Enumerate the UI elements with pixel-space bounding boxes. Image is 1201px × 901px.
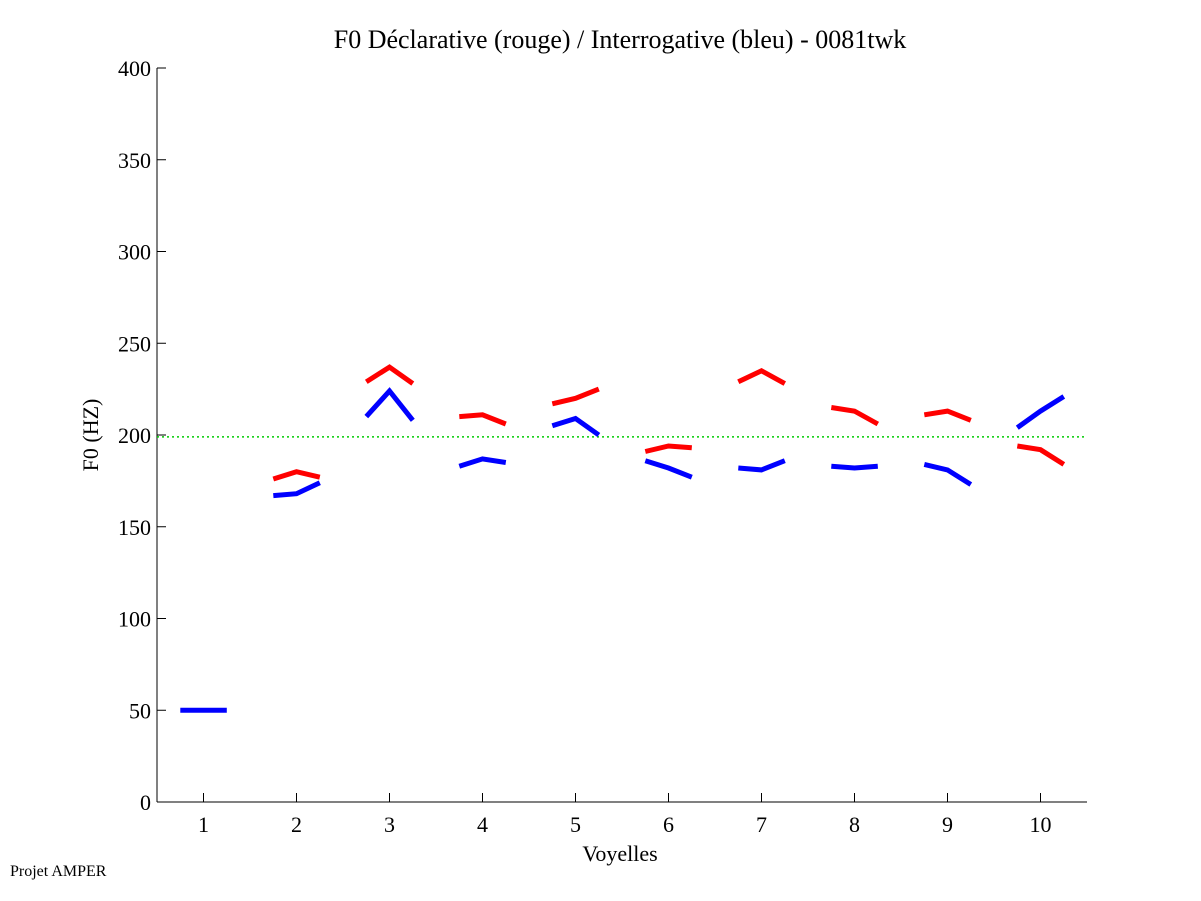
- series-declarative-vowel-2: [272, 469, 321, 482]
- series-interrogative-vowel-5: [551, 415, 601, 438]
- series-declarative-vowel-4: [459, 412, 507, 427]
- y-axis-label: F0 (HZ): [78, 399, 103, 472]
- x-tick-label: 9: [942, 812, 953, 837]
- y-tick-label: 50: [129, 698, 151, 723]
- y-tick-label: 350: [118, 148, 151, 173]
- axes: 0 50 100 150 200 250 300 350 400 1 2 3 4 5 6 7 8 9 10: [118, 56, 1087, 837]
- series-declarative-vowel-10: [1016, 443, 1066, 467]
- series-interrogative-vowel-3: [364, 387, 415, 422]
- series-declarative-vowel-5: [551, 386, 600, 407]
- x-tick-label: 6: [663, 812, 674, 837]
- x-tick-label: 5: [570, 812, 581, 837]
- y-tick-label: 250: [118, 331, 151, 356]
- y-tick-label: 150: [118, 515, 151, 540]
- series-interrogative-vowel-8: [831, 463, 878, 471]
- y-tick-label: 0: [140, 790, 151, 815]
- series-declarative-vowel-7: [737, 367, 787, 386]
- series-interrogative-vowel-2: [273, 480, 321, 499]
- x-tick-label: 4: [477, 812, 488, 837]
- x-tick-label: 1: [198, 812, 209, 837]
- series-group: [180, 364, 1066, 713]
- x-axis-label: Voyelles: [582, 841, 657, 866]
- series-interrogative-vowel-7: [738, 458, 786, 473]
- x-tick-label: 10: [1030, 812, 1052, 837]
- x-tick-label: 8: [849, 812, 860, 837]
- y-tick-label: 400: [118, 56, 151, 81]
- series-interrogative-vowel-6: [644, 458, 693, 480]
- series-declarative-vowel-6: [644, 443, 692, 454]
- y-tick-label: 200: [118, 423, 151, 448]
- y-tick-label: 300: [118, 240, 151, 265]
- series-declarative-vowel-9: [923, 408, 972, 423]
- x-tick-label: 2: [291, 812, 302, 837]
- series-interrogative-vowel-9: [923, 461, 973, 487]
- series-interrogative-vowel-10: [1015, 394, 1066, 430]
- x-tick-label: 7: [756, 812, 767, 837]
- series-declarative-vowel-8: [830, 405, 880, 427]
- y-tick-label: 100: [118, 607, 151, 632]
- series-declarative-vowel-3: [364, 364, 415, 386]
- series-interrogative-vowel-4: [458, 456, 507, 469]
- footer-credit: Projet AMPER: [10, 863, 107, 880]
- chart-title: F0 Déclarative (rouge) / Interrogative (…: [334, 25, 907, 54]
- x-tick-label: 3: [384, 812, 395, 837]
